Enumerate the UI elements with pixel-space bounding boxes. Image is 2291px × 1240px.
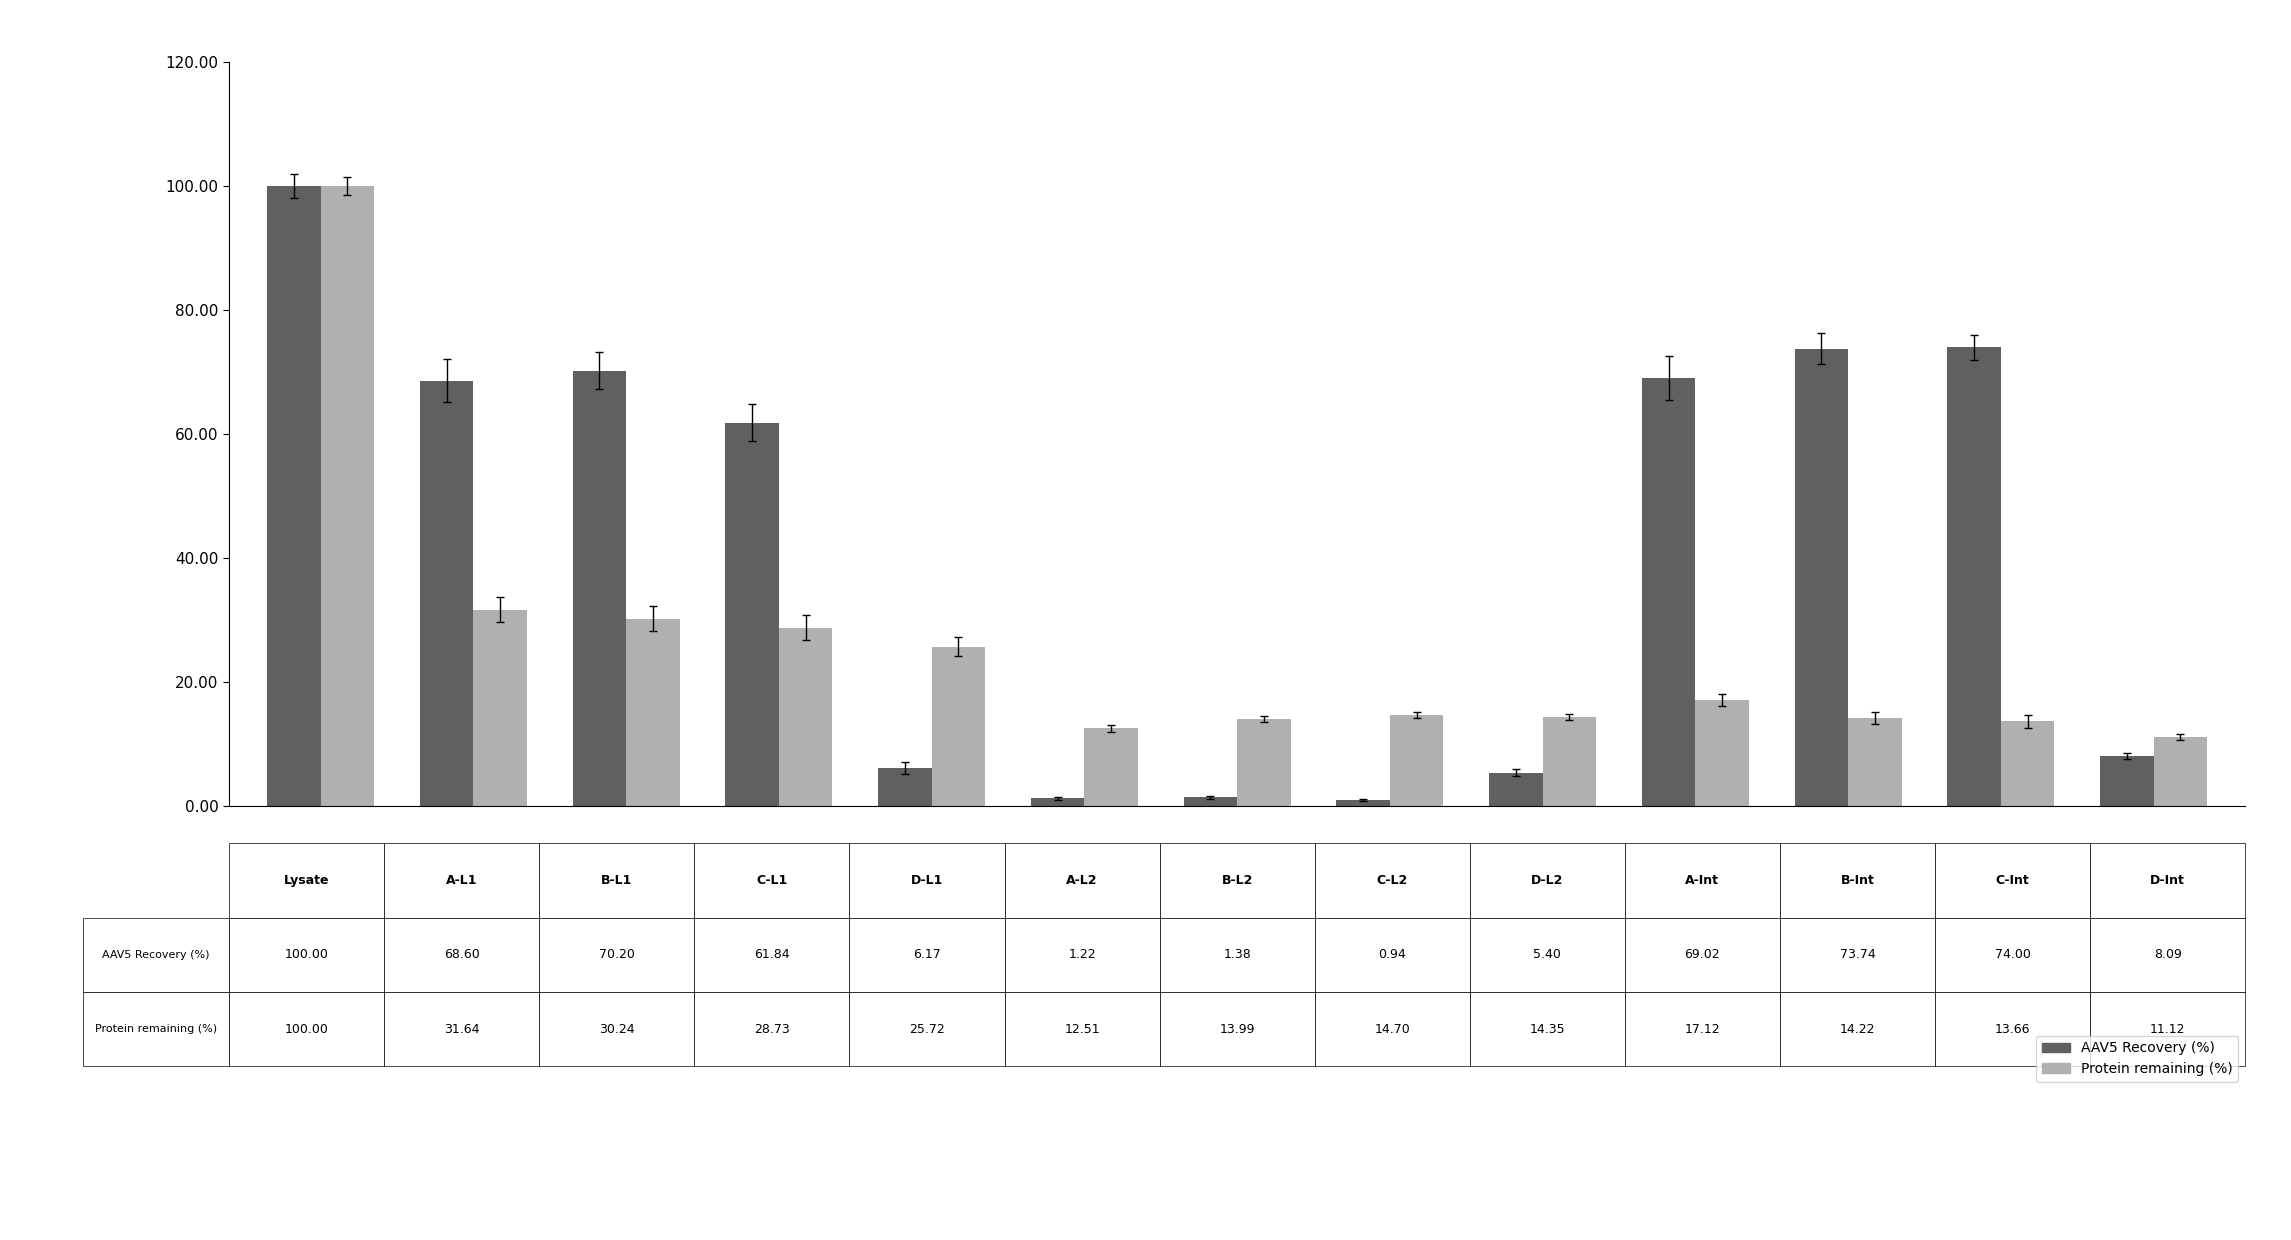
Bar	[573, 371, 625, 806]
Bar	[1084, 728, 1139, 806]
Bar	[474, 610, 527, 806]
Bar	[1237, 719, 1290, 806]
Bar	[1489, 773, 1542, 806]
Bar	[1391, 714, 1443, 806]
Bar	[1643, 378, 1695, 806]
Bar	[2154, 737, 2206, 806]
Bar	[1794, 348, 1849, 806]
Bar	[625, 619, 680, 806]
Bar	[268, 186, 321, 806]
Bar	[1695, 699, 1748, 806]
Bar	[2101, 756, 2154, 806]
Legend: AAV5 Recovery (%), Protein remaining (%): AAV5 Recovery (%), Protein remaining (%)	[2037, 1035, 2238, 1081]
Bar	[877, 768, 932, 806]
Bar	[932, 646, 985, 806]
Bar	[1849, 718, 1902, 806]
Bar	[1336, 800, 1391, 806]
Bar	[1031, 799, 1084, 806]
Bar	[1947, 347, 2000, 806]
Bar	[1184, 797, 1237, 806]
Bar	[419, 381, 474, 806]
Bar	[1542, 717, 1597, 806]
Bar	[779, 627, 832, 806]
Bar	[321, 186, 373, 806]
Bar	[726, 423, 779, 806]
Bar	[2000, 722, 2055, 806]
